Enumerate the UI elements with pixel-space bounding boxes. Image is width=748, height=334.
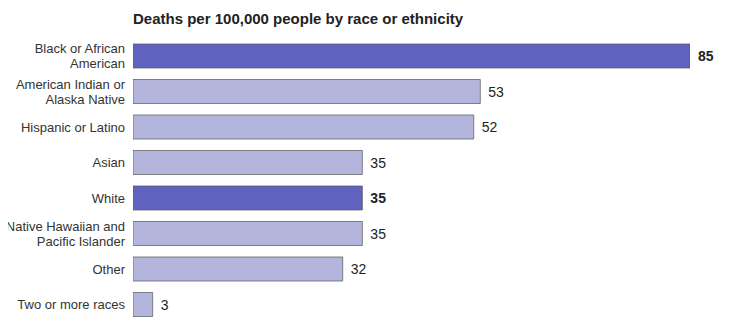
svg-text:Native Hawaiian andPacific Isl: Native Hawaiian andPacific Islander	[8, 218, 126, 248]
svg-text:Asian: Asian	[92, 155, 125, 170]
svg-text:35: 35	[370, 190, 386, 206]
svg-text:35: 35	[370, 226, 386, 242]
svg-text:Hispanic or Latino: Hispanic or Latino	[21, 119, 125, 134]
svg-text:Black or AfricanAmerican: Black or AfricanAmerican	[35, 41, 125, 71]
svg-text:Other: Other	[92, 261, 125, 276]
svg-text:3: 3	[161, 297, 169, 313]
svg-text:American Indian orAlaska Nativ: American Indian orAlaska Native	[16, 76, 126, 106]
html-text:Deaths per 100,000 people by r: Deaths per 100,000 people by race or eth…	[133, 10, 464, 27]
svg-text:White: White	[92, 190, 125, 205]
svg-text:32: 32	[351, 261, 367, 277]
svg-text:52: 52	[482, 119, 498, 135]
svg-text:35: 35	[370, 155, 386, 171]
svg-text:53: 53	[488, 84, 504, 100]
svg-text:85: 85	[698, 48, 714, 64]
svg-text:Two or more races: Two or more races	[17, 297, 125, 312]
